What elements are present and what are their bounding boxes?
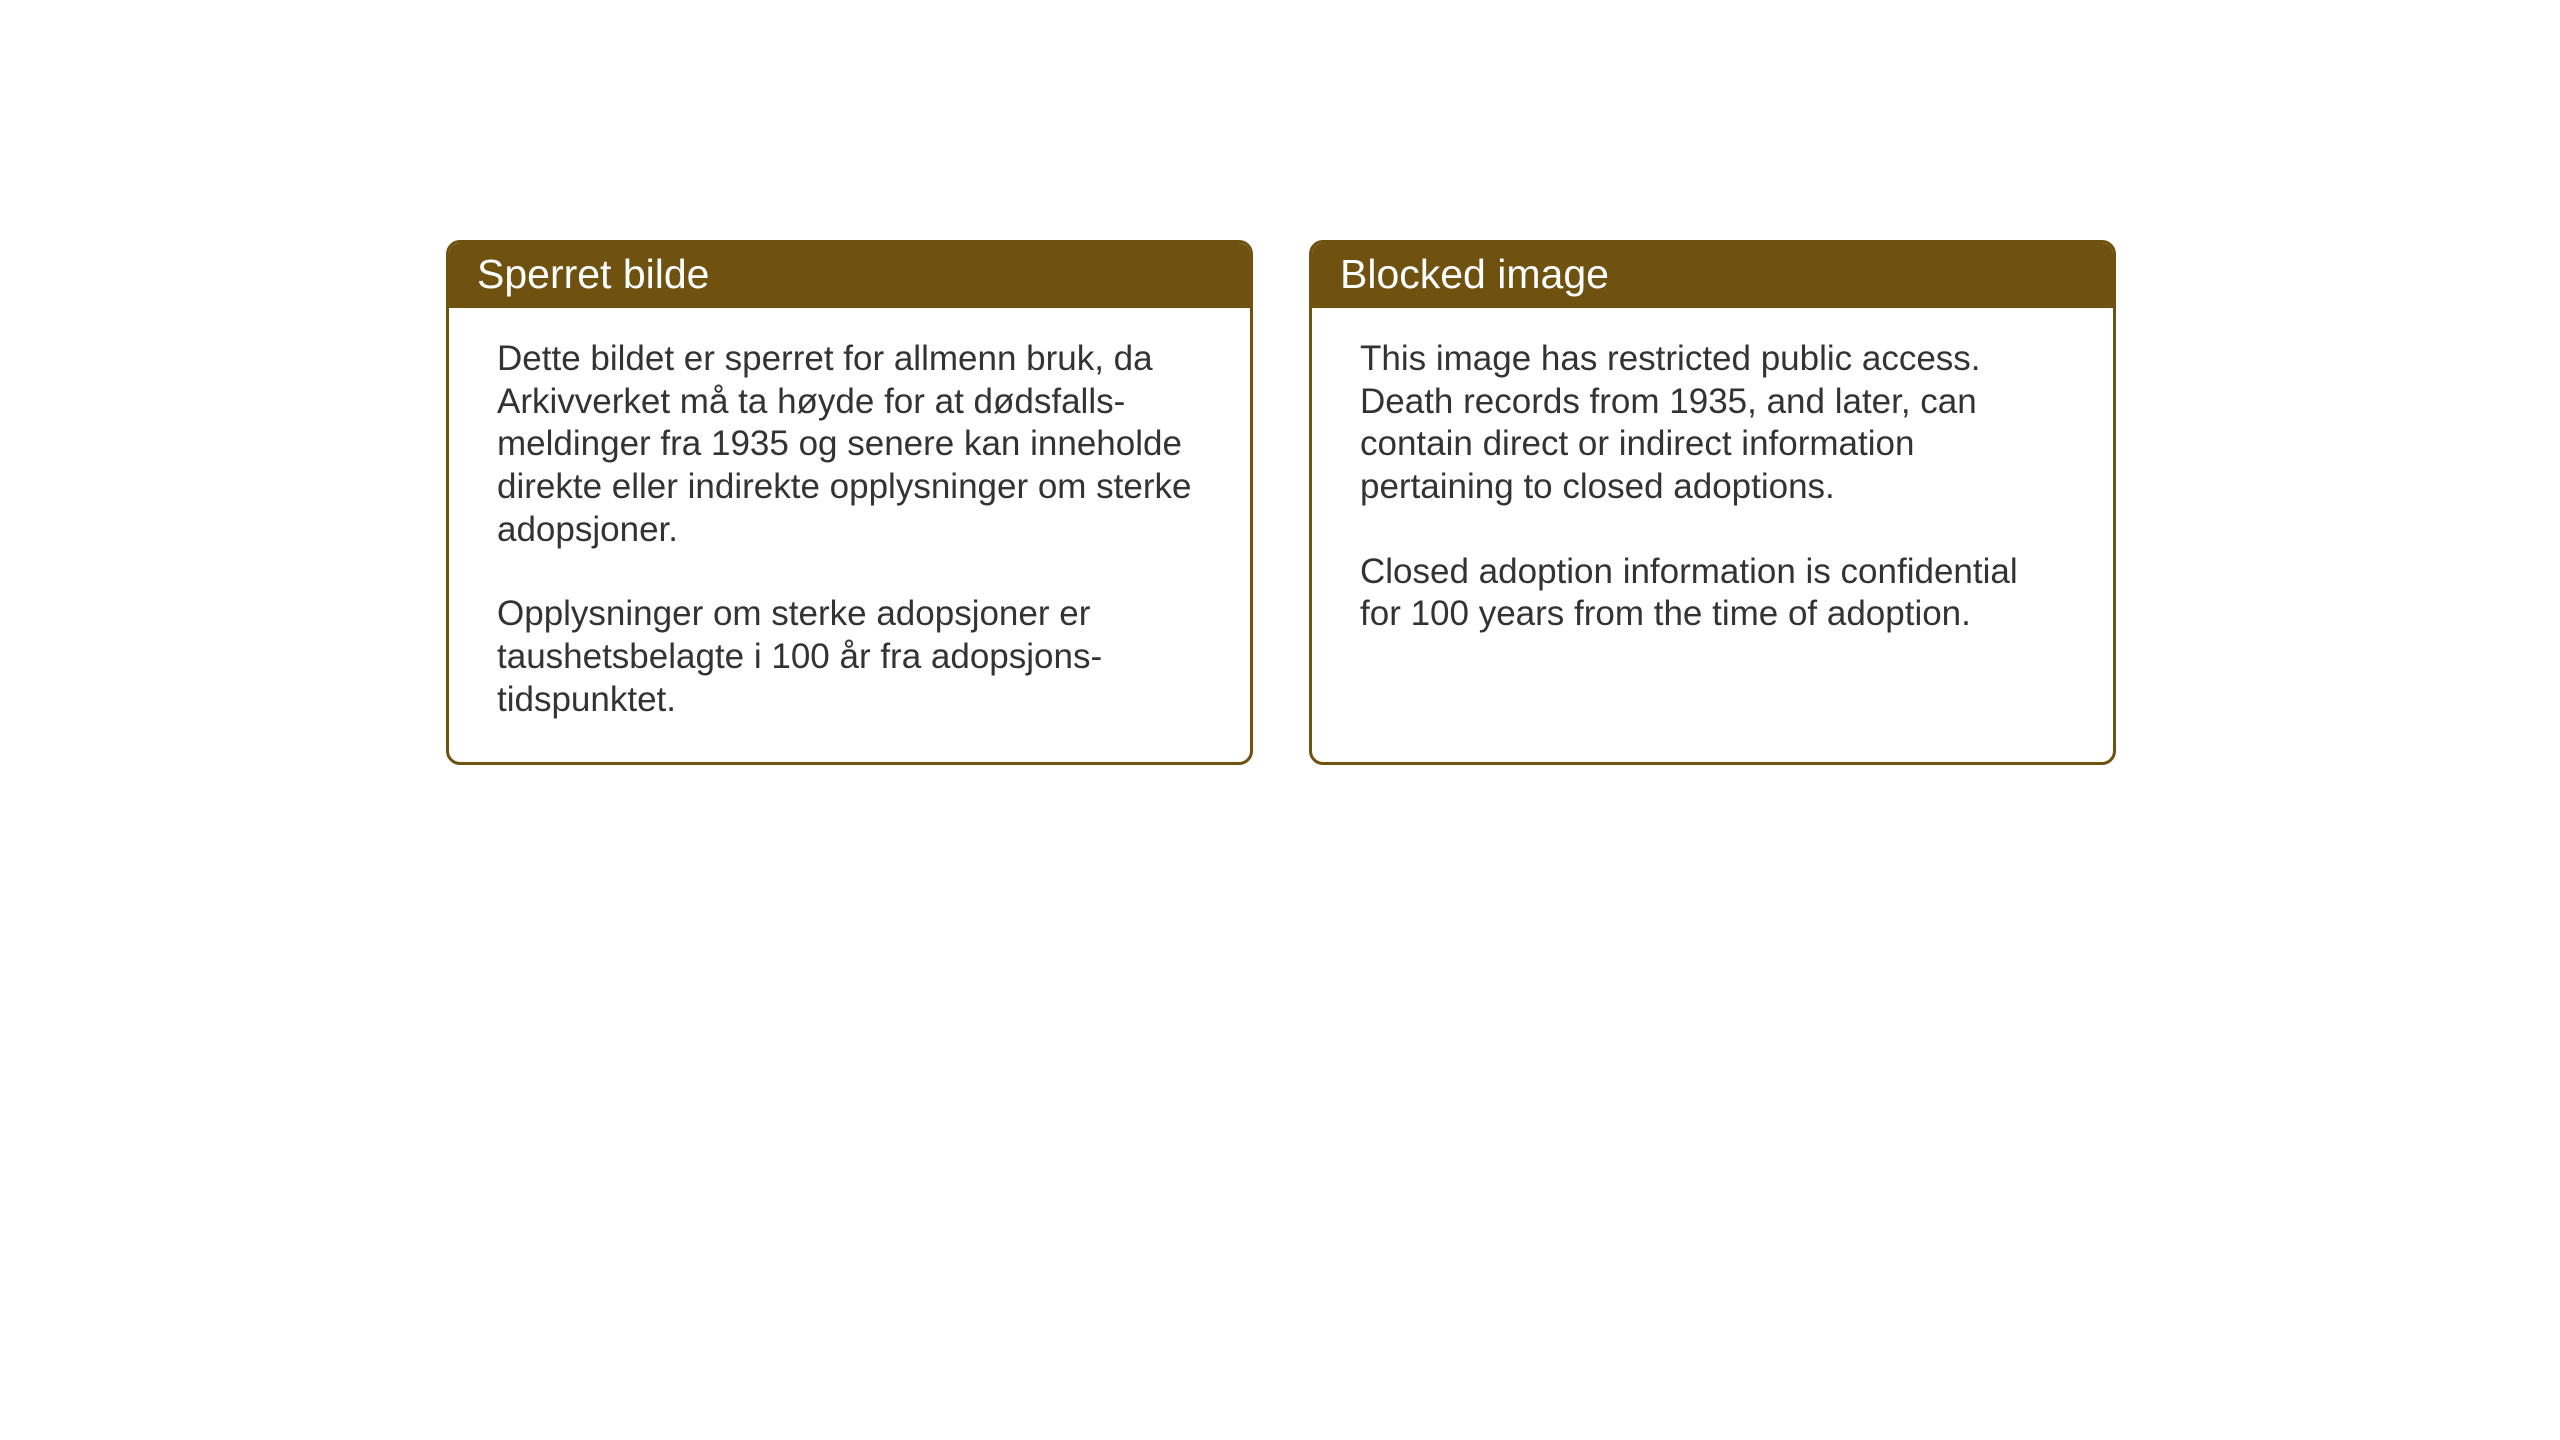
card-header: Blocked image: [1312, 243, 2113, 308]
card-title: Sperret bilde: [477, 251, 1222, 298]
notice-card-norwegian: Sperret bilde Dette bildet er sperret fo…: [446, 240, 1253, 765]
notice-cards-container: Sperret bilde Dette bildet er sperret fo…: [446, 240, 2116, 765]
notice-paragraph: Opplysninger om sterke adopsjoner er tau…: [497, 593, 1202, 721]
notice-paragraph: Dette bildet er sperret for allmenn bruk…: [497, 338, 1202, 551]
notice-paragraph: Closed adoption information is confident…: [1360, 551, 2065, 636]
card-body: This image has restricted public access.…: [1312, 308, 2113, 708]
card-body: Dette bildet er sperret for allmenn bruk…: [449, 308, 1250, 762]
notice-card-english: Blocked image This image has restricted …: [1309, 240, 2116, 765]
card-title: Blocked image: [1340, 251, 2085, 298]
notice-paragraph: This image has restricted public access.…: [1360, 338, 2065, 509]
card-header: Sperret bilde: [449, 243, 1250, 308]
